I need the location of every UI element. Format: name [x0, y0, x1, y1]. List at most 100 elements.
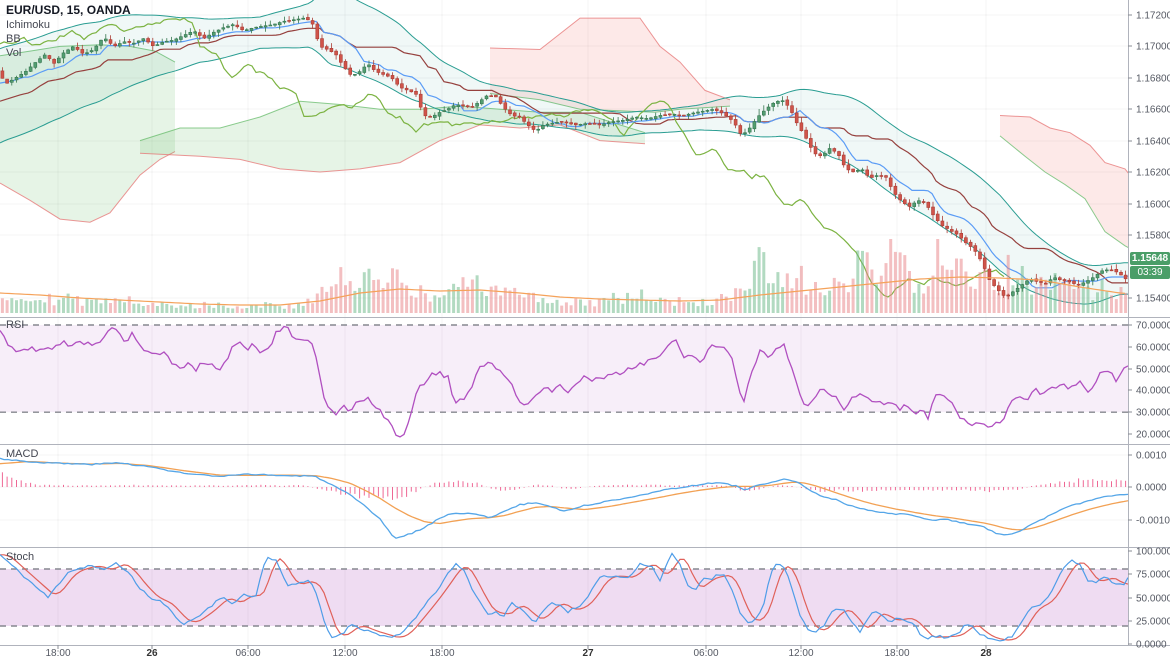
- volume-bar: [109, 303, 112, 313]
- legend-ichimoku[interactable]: Ichimoku: [6, 19, 51, 31]
- candle: [813, 146, 818, 155]
- price-axis[interactable]: 1.17200 1.17000 1.16800 1.16600 1.16400 1.162…: [1128, 11, 1170, 651]
- volume-bar: [278, 306, 282, 313]
- volume-bar: [630, 298, 634, 313]
- candle: [1067, 279, 1072, 283]
- candle: [442, 110, 447, 112]
- volume-bar: [940, 265, 944, 313]
- candle: [841, 154, 846, 166]
- volume-bar: [992, 289, 996, 313]
- volume-bar: [348, 281, 352, 313]
- time-axis[interactable]: 18:00 26 06:00 12:00 18:00 27 06:00 12:00 18:00 2…: [45, 645, 992, 658]
- axis-label: 100.0000: [1136, 547, 1170, 558]
- volume-bar: [1058, 283, 1062, 313]
- macd-pane[interactable]: [0, 457, 1128, 539]
- volume-bar: [823, 295, 827, 313]
- legend-vol[interactable]: Vol: [6, 47, 22, 59]
- volume-bar: [456, 287, 460, 313]
- volume-bar: [405, 285, 409, 313]
- volume-bar: [480, 291, 484, 313]
- candle: [1095, 273, 1100, 279]
- volume-bar: [635, 298, 639, 313]
- candle: [249, 27, 254, 31]
- candle: [790, 105, 794, 113]
- candle: [747, 127, 752, 133]
- candle: [526, 121, 531, 127]
- candle: [959, 233, 964, 239]
- volume-bar: [658, 297, 662, 313]
- volume-bar: [837, 281, 841, 313]
- volume-bar: [555, 299, 559, 313]
- volume-bar: [344, 285, 347, 313]
- candle: [301, 17, 306, 20]
- candle: [907, 202, 912, 207]
- candle: [362, 66, 367, 73]
- candle: [888, 177, 893, 187]
- candle: [738, 125, 743, 134]
- candle: [188, 31, 193, 35]
- candles: [0, 13, 1128, 300]
- stoch-pane-label[interactable]: Stoch: [6, 551, 35, 563]
- volume-bar: [541, 298, 545, 313]
- volume-bar: [724, 296, 728, 313]
- rsi-pane[interactable]: [0, 324, 1128, 438]
- candle: [804, 129, 808, 139]
- candle: [1091, 277, 1095, 281]
- volume-bar: [762, 252, 766, 313]
- main-pane[interactable]: [0, 0, 1170, 313]
- candle: [771, 103, 776, 107]
- candle: [597, 123, 602, 126]
- volume-bar: [353, 290, 357, 313]
- legend-bb[interactable]: BB: [6, 33, 21, 45]
- candle: [24, 71, 28, 75]
- volume-bar: [673, 305, 676, 313]
- candle: [494, 94, 498, 98]
- candle: [573, 122, 578, 126]
- volume-bar: [616, 298, 620, 313]
- volume-bar: [447, 289, 451, 313]
- time-axis-label: 27: [582, 648, 594, 658]
- candle: [1114, 268, 1119, 273]
- candle: [531, 125, 536, 130]
- volume-bar: [320, 286, 324, 313]
- candle: [400, 83, 404, 89]
- candle: [653, 116, 658, 119]
- volume-bar: [517, 294, 521, 313]
- volume-bar: [15, 300, 18, 313]
- candle: [912, 202, 917, 207]
- candle: [216, 29, 221, 33]
- volume-bar: [1039, 276, 1043, 313]
- volume-bar: [964, 271, 968, 313]
- candle: [5, 78, 9, 84]
- volume-bar: [24, 300, 28, 313]
- volume-bar: [85, 298, 89, 313]
- volume-bar: [804, 294, 808, 313]
- candle: [479, 99, 484, 105]
- volume-bar: [950, 269, 954, 313]
- candle: [329, 47, 334, 52]
- candle: [658, 115, 663, 118]
- volume-bar: [734, 288, 738, 313]
- volume-bar: [141, 306, 145, 313]
- macd-pane-label[interactable]: MACD: [6, 448, 39, 460]
- candle: [193, 31, 197, 34]
- volume-bar: [978, 272, 982, 313]
- candle: [245, 29, 249, 32]
- volume-bar: [5, 300, 9, 313]
- volume-bar: [649, 300, 653, 313]
- symbol-title[interactable]: EUR/USD, 15, OANDA: [6, 3, 131, 17]
- stoch-pane[interactable]: [0, 552, 1128, 642]
- candle: [160, 42, 164, 45]
- volume-bar: [94, 299, 98, 313]
- candle: [696, 111, 700, 114]
- volume-bar: [842, 283, 846, 313]
- volume-bar: [62, 297, 65, 313]
- volume-bar: [391, 268, 394, 313]
- volume-bar: [297, 302, 300, 313]
- macd-signal-line: [0, 460, 1128, 531]
- rsi-pane-label[interactable]: RSI: [6, 319, 25, 331]
- candle: [902, 199, 907, 204]
- candle: [663, 114, 667, 116]
- candle: [451, 105, 456, 109]
